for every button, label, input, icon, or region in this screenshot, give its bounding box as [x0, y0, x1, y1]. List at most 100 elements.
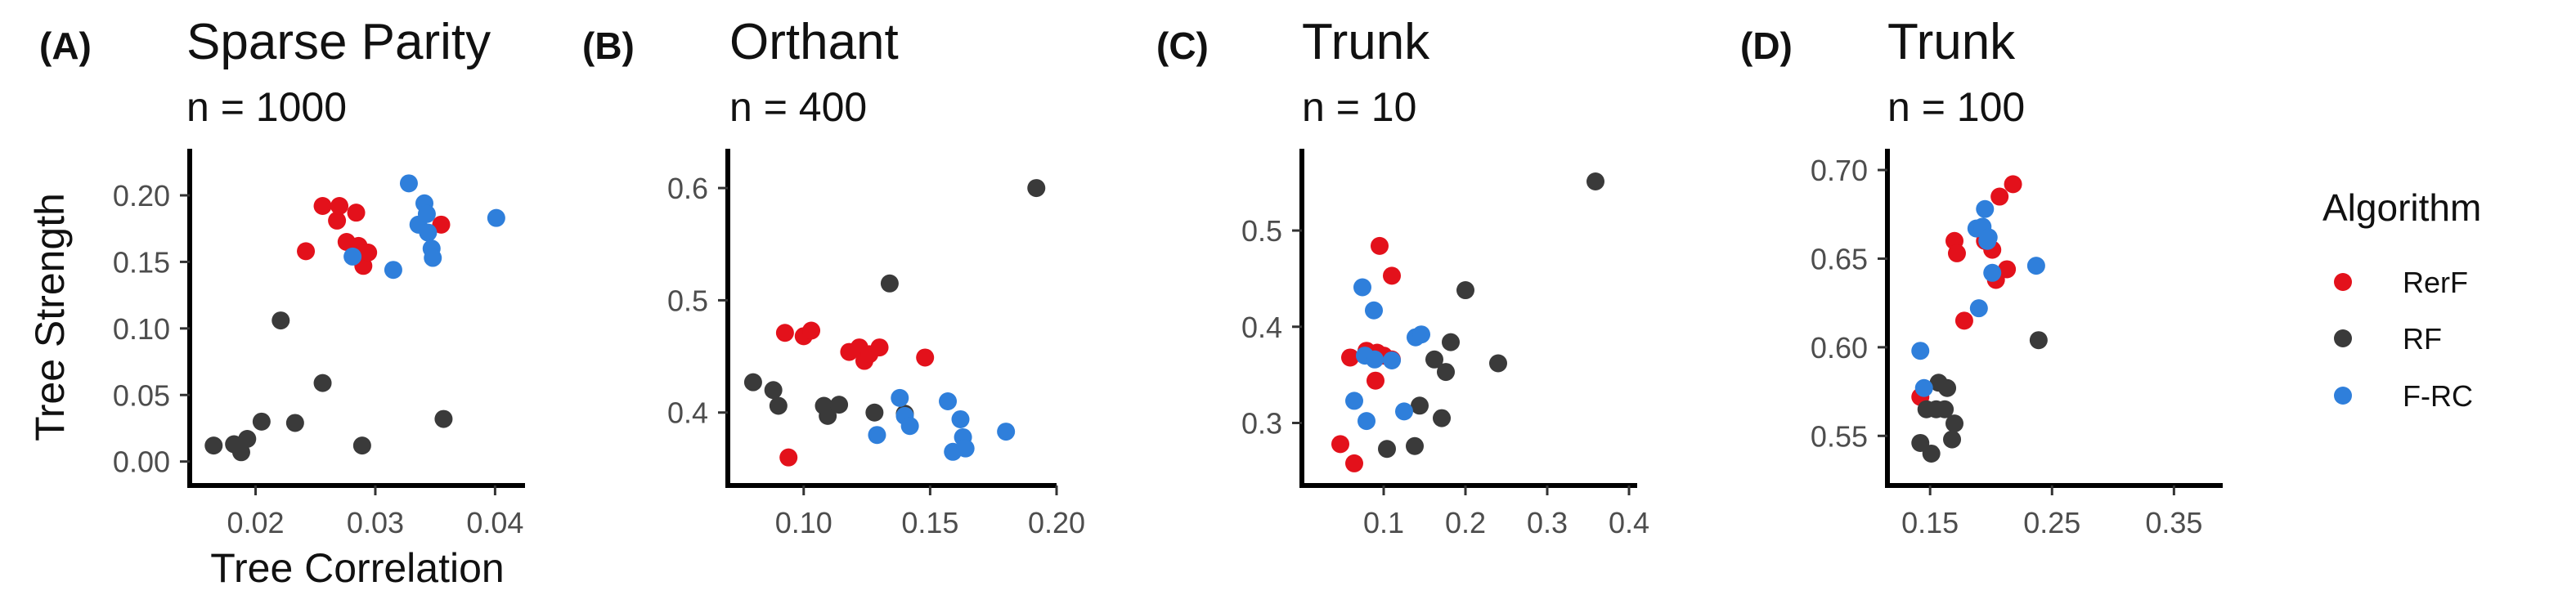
- x-tick-label: 0.03: [347, 506, 404, 539]
- series-rf: [204, 311, 453, 462]
- legend: Algorithm RerF RF F-RC: [2322, 186, 2481, 413]
- point-f-rc: [1983, 263, 2002, 282]
- panel-b: (B) Orthant n = 400 0.4 0.5 0.6 0.10 0.15 0.20: [582, 14, 1085, 539]
- y-tick-label: 0.05: [113, 378, 170, 412]
- point-f-rc: [399, 174, 418, 193]
- point-f-rc: [1976, 199, 1995, 218]
- x-tick-label: 0.1: [1363, 506, 1404, 539]
- point-rf: [204, 436, 223, 455]
- legend-label-f-rc: F-RC: [2403, 379, 2473, 413]
- point-rf: [1425, 350, 1443, 369]
- x-tick-label: 0.4: [1609, 506, 1649, 539]
- y-tick-label: 0.15: [113, 245, 170, 279]
- panel-title: Trunk: [1302, 14, 1430, 70]
- series-f-rc: [1911, 199, 2045, 397]
- panel-d: (D) Trunk n = 100 0.55 0.60 0.65 0.70 0.15 0.25 0…: [1740, 14, 2223, 539]
- point-rf: [1489, 354, 1507, 373]
- panel-subtitle: n = 400: [729, 84, 867, 130]
- panel-title: Trunk: [1887, 14, 2016, 70]
- series-rf: [743, 179, 1046, 425]
- x-tick-label: 0.3: [1527, 506, 1568, 539]
- point-f-rc: [1979, 228, 1998, 247]
- point-rf: [1411, 396, 1429, 415]
- legend-dot-rerf: [2334, 273, 2352, 291]
- panel-title: Sparse Parity: [186, 14, 491, 70]
- point-f-rc: [1911, 342, 1930, 360]
- x-tick-label: 0.25: [2023, 506, 2080, 539]
- point-rf: [1433, 409, 1451, 427]
- point-f-rc: [2026, 257, 2045, 275]
- point-rf: [1027, 179, 1046, 198]
- y-tick-label: 0.00: [113, 445, 170, 479]
- point-f-rc: [1366, 350, 1384, 369]
- point-f-rc: [997, 423, 1016, 441]
- panel-c: (C) Trunk n = 10 0.3 0.4 0.5 0.1 0.2 0.3 0.4: [1156, 14, 1649, 539]
- point-rf: [1945, 414, 1963, 433]
- panel-letter: (D): [1740, 25, 1793, 67]
- point-f-rc: [1345, 392, 1363, 410]
- panel-subtitle: n = 10: [1302, 84, 1416, 130]
- series-rerf: [1911, 175, 2022, 406]
- point-rf: [434, 409, 453, 428]
- point-f-rc: [1353, 278, 1371, 297]
- point-f-rc: [1969, 299, 1988, 318]
- y-tick-label: 0.70: [1811, 154, 1868, 187]
- point-f-rc: [1412, 325, 1430, 344]
- legend-dot-f-rc: [2334, 387, 2352, 405]
- point-rf: [764, 381, 783, 400]
- legend-item-rf: RF: [2334, 322, 2442, 356]
- point-rf: [1442, 333, 1460, 351]
- point-rf: [252, 412, 271, 431]
- point-rerf: [2004, 175, 2022, 194]
- point-rerf: [775, 324, 794, 342]
- y-tick-label: 0.5: [667, 284, 708, 317]
- x-tick-label: 0.15: [901, 506, 958, 539]
- point-f-rc: [1914, 378, 1933, 397]
- point-rerf: [916, 348, 935, 367]
- point-rerf: [1345, 454, 1363, 472]
- point-rerf: [297, 242, 316, 261]
- point-rerf: [347, 204, 366, 222]
- point-rerf: [870, 338, 889, 357]
- point-rerf: [330, 197, 349, 216]
- point-f-rc: [1383, 351, 1401, 369]
- point-rerf: [1367, 371, 1384, 390]
- y-tick-label: 0.5: [1241, 214, 1282, 248]
- point-rerf: [779, 448, 798, 467]
- y-tick-label: 0.6: [667, 172, 708, 205]
- x-tick-label: 0.35: [2145, 506, 2202, 539]
- point-rerf: [1331, 435, 1349, 454]
- legend-item-rerf: RerF: [2334, 266, 2468, 299]
- point-rerf: [1371, 236, 1389, 255]
- y-tick-label: 0.60: [1811, 331, 1868, 365]
- point-rerf: [359, 244, 378, 262]
- panel-letter: (A): [39, 25, 92, 67]
- legend-item-f-rc: F-RC: [2334, 379, 2473, 413]
- legend-title: Algorithm: [2322, 186, 2481, 229]
- series-rerf: [297, 197, 451, 275]
- point-rf: [880, 274, 899, 293]
- y-tick-label: 0.55: [1811, 419, 1868, 453]
- point-rf: [285, 414, 304, 432]
- x-tick-label: 0.10: [775, 506, 832, 539]
- x-tick-label: 0.15: [1901, 506, 1959, 539]
- panel-subtitle: n = 100: [1887, 84, 2025, 130]
- point-f-rc: [956, 439, 975, 458]
- point-rf: [1922, 444, 1941, 463]
- point-rf: [1586, 172, 1604, 191]
- point-rf: [1938, 378, 1957, 397]
- point-f-rc: [900, 417, 919, 436]
- legend-label-rf: RF: [2403, 322, 2442, 356]
- point-rerf: [328, 211, 347, 230]
- y-tick-label: 0.10: [113, 312, 170, 346]
- point-rf: [272, 311, 290, 330]
- panel-title: Orthant: [729, 14, 899, 70]
- point-f-rc: [424, 248, 442, 267]
- series-rf: [1911, 331, 2048, 463]
- point-rf: [769, 396, 788, 415]
- point-rerf: [313, 197, 332, 216]
- point-rf: [1378, 440, 1396, 459]
- point-f-rc: [951, 409, 970, 428]
- series-rerf: [775, 321, 935, 467]
- legend-dot-rf: [2334, 329, 2352, 347]
